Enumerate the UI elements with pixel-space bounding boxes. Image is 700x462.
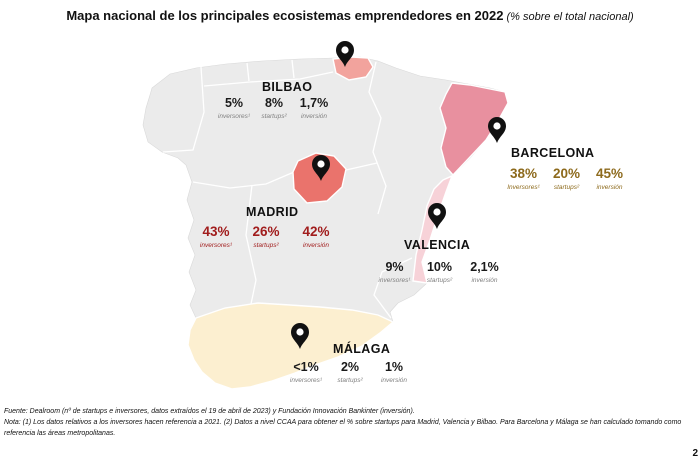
- investment-label: inversión: [471, 277, 498, 284]
- investors-value: 38%: [509, 166, 538, 181]
- page-title: Mapa nacional de los principales ecosist…: [0, 7, 700, 25]
- startups-value: 20%: [552, 166, 581, 181]
- startups-label: startups²: [253, 242, 279, 249]
- investors-value: <1%: [293, 360, 319, 374]
- startups-label: startups²: [261, 113, 287, 120]
- region-borders: [162, 59, 413, 319]
- investment-value: 1%: [384, 360, 404, 374]
- madrid-pin-icon: [312, 155, 330, 181]
- barcelona-investors: 38% Inversores¹: [502, 166, 545, 191]
- investment-value: 2,1%: [470, 260, 499, 274]
- barcelona-investment: 45% inversión: [588, 166, 631, 191]
- investment-label: inversión: [302, 242, 329, 249]
- title-main: Mapa nacional de los principales ecosist…: [66, 8, 504, 23]
- madrid-stats: 43% inversores¹ 26% startups² 42% invers…: [191, 224, 341, 249]
- madrid-investment: 42% inversión: [291, 224, 341, 249]
- startups-value: 26%: [252, 224, 280, 239]
- investment-label: inversión: [300, 113, 327, 120]
- investors-label: inversores¹: [378, 277, 411, 284]
- valencia-startups: 10% startups²: [417, 260, 462, 284]
- madrid-investors: 43% inversores¹: [191, 224, 241, 249]
- barcelona-label: BARCELONA: [511, 146, 595, 160]
- investors-label: inversores¹: [199, 242, 233, 249]
- malaga-investors: <1% inversores¹: [284, 360, 328, 384]
- malaga-startups: 2% startups²: [328, 360, 372, 384]
- valencia-stats: 9% inversores¹ 10% startups² 2,1% invers…: [372, 260, 507, 284]
- investors-label: inversores¹: [217, 113, 251, 120]
- startups-label: startups²: [426, 277, 453, 284]
- bilbao-stats: 5% inversores¹ 8% startups² 1,7% inversi…: [214, 96, 334, 120]
- bilbao-pin-icon: [336, 41, 354, 67]
- page-number: 2: [692, 448, 698, 459]
- valencia-investors: 9% inversores¹: [372, 260, 417, 284]
- valencia-investment: 2,1% inversión: [462, 260, 507, 284]
- barcelona-startups: 20% startups²: [545, 166, 588, 191]
- bilbao-investment: 1,7% inversión: [294, 96, 334, 120]
- investment-value: 45%: [595, 166, 624, 181]
- malaga-pin-icon: [291, 323, 309, 349]
- bilbao-startups: 8% startups²: [254, 96, 294, 120]
- region-madrid: [292, 152, 347, 204]
- barcelona-pin-icon: [488, 117, 506, 143]
- startups-value: 2%: [340, 360, 360, 374]
- startups-label: startups²: [337, 377, 363, 384]
- startups-label: startups²: [553, 184, 580, 191]
- investment-value: 42%: [302, 224, 330, 239]
- valencia-label: VALENCIA: [404, 238, 471, 252]
- malaga-investment: 1% inversión: [372, 360, 416, 384]
- madrid-startups: 26% startups²: [241, 224, 291, 249]
- investors-value: 9%: [385, 260, 404, 274]
- malaga-stats: <1% inversores¹ 2% startups² 1% inversió…: [284, 360, 416, 384]
- startups-value: 8%: [264, 96, 284, 110]
- startups-value: 10%: [426, 260, 453, 274]
- investment-value: 1,7%: [299, 96, 329, 110]
- malaga-label: MÁLAGA: [333, 342, 391, 356]
- madrid-label: MADRID: [246, 205, 299, 219]
- region-catalonia: [439, 82, 509, 177]
- investors-value: 43%: [202, 224, 230, 239]
- valencia-pin-icon: [428, 203, 446, 229]
- methodology-note: Nota: (1) Los datos relativos a los inve…: [4, 419, 682, 437]
- investors-value: 5%: [224, 96, 244, 110]
- investment-label: inversión: [596, 184, 623, 191]
- bilbao-investors: 5% inversores¹: [214, 96, 254, 120]
- bilbao-label: BILBAO: [262, 80, 313, 94]
- barcelona-stats: 38% Inversores¹ 20% startups² 45% invers…: [502, 166, 631, 191]
- investors-label: inversores¹: [289, 377, 323, 384]
- investors-label: Inversores¹: [507, 184, 540, 191]
- source-note: Fuente: Dealroom (nº de startups e inver…: [4, 408, 415, 415]
- title-suffix: (% sobre el total nacional): [503, 11, 634, 23]
- footnotes: Fuente: Dealroom (nº de startups e inver…: [4, 406, 698, 439]
- region-andalusia: [187, 302, 395, 390]
- investment-label: inversión: [380, 377, 407, 384]
